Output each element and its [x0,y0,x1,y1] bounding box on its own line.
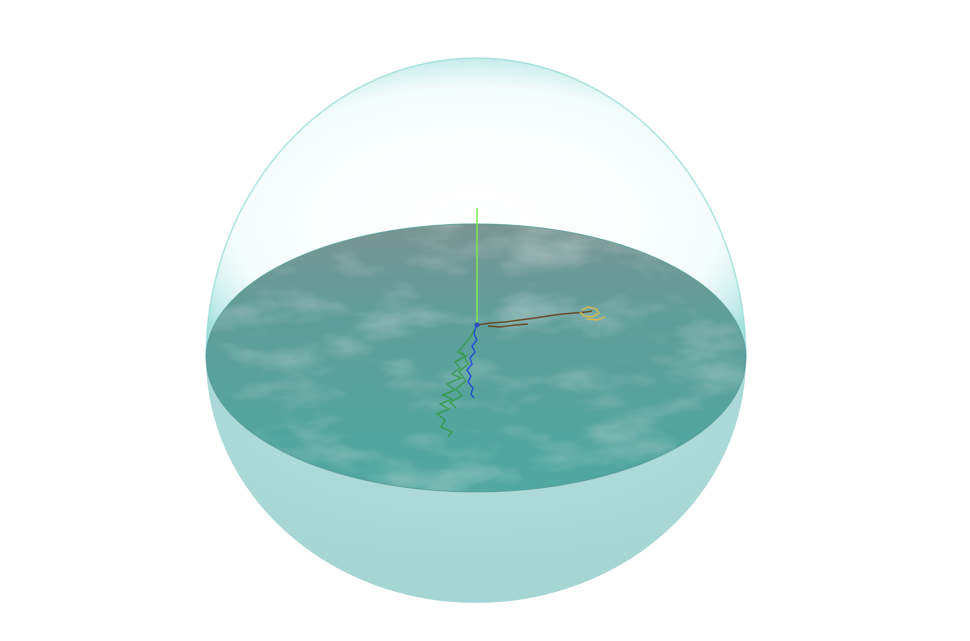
track-group [435,306,606,438]
track-yellow [579,306,606,321]
track-blue [466,325,478,399]
origin-marker-icon [474,322,480,328]
track-green [435,329,475,438]
water-surface [205,223,747,493]
sphere-lower-hemisphere [206,358,746,603]
